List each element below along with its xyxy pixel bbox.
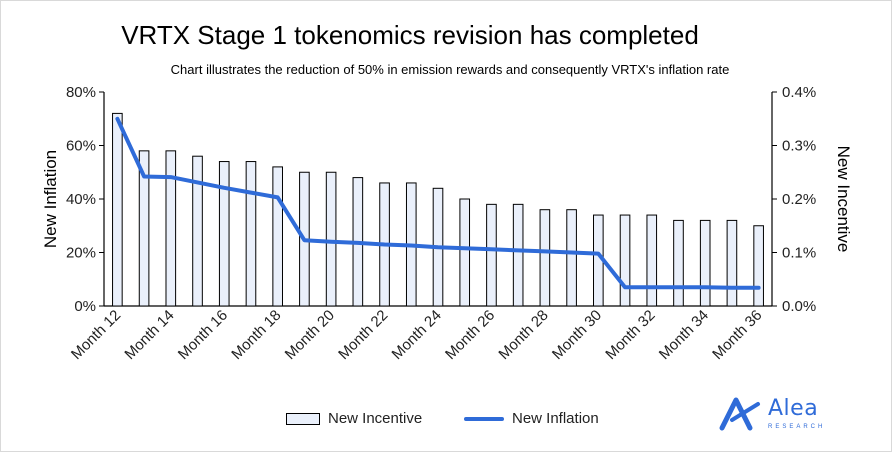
legend: New Incentive New Inflation (0, 410, 892, 432)
bar-new-incentive (673, 219, 684, 307)
x-tick-label: Month 28 (495, 307, 551, 363)
alea-logo-wordmark: Alea (768, 396, 819, 421)
bar-new-incentive (459, 198, 471, 307)
y-left-tick-label: 60% (66, 138, 96, 155)
y-axis-right-title: New Incentive (834, 146, 853, 253)
legend-label-new-inflation: New Inflation (512, 410, 599, 427)
bar-new-incentive (619, 214, 631, 307)
x-tick-label: Month 36 (709, 307, 765, 363)
y-right-tick-label: 0.3% (782, 138, 816, 155)
y-left-tick-label: 0% (74, 298, 96, 315)
alea-logo: Alea RESEARCH (718, 396, 858, 436)
legend-item-new-inflation: New Inflation (464, 410, 599, 427)
bar-new-incentive (486, 203, 497, 307)
legend-label-new-incentive: New Incentive (328, 410, 423, 427)
y-right-tick-label: 0.2% (782, 191, 816, 208)
y-left-tick-label: 40% (66, 191, 96, 208)
bar-new-incentive (245, 161, 257, 307)
alea-logo-icon (719, 397, 760, 431)
legend-line-swatch (464, 416, 504, 421)
x-tick-label: Month 32 (602, 307, 658, 363)
x-tick-label: Month 26 (442, 307, 498, 363)
x-tick-label: Month 20 (282, 307, 338, 363)
chart-subtitle: Chart illustrates the reduction of 50% i… (170, 62, 730, 77)
bar-new-incentive (165, 150, 177, 307)
bar-new-incentive (699, 219, 711, 307)
bar-new-incentive (566, 209, 577, 307)
y-right-tick-label: 0.4% (782, 84, 816, 101)
bar-new-incentive (325, 171, 337, 307)
bar-new-incentive (272, 166, 283, 307)
x-tick-label: Month 14 (121, 307, 177, 363)
bar-new-incentive (726, 219, 738, 307)
bar-new-incentive (218, 161, 230, 307)
bar-new-incentive (512, 203, 524, 307)
y-right-tick-label: 0.0% (782, 298, 816, 315)
x-tick-label: Month 16 (175, 307, 231, 363)
bar-new-incentive (192, 155, 203, 307)
legend-bar-swatch (286, 412, 320, 425)
y-left-tick-label: 20% (66, 245, 96, 262)
bar-new-incentive (539, 209, 551, 307)
alea-logo-tagline: RESEARCH (768, 424, 826, 430)
x-tick-label: Month 12 (68, 307, 124, 363)
x-tick-label: Month 22 (335, 307, 391, 363)
chart-title: VRTX Stage 1 tokenomics revision has com… (121, 20, 699, 50)
legend-item-new-incentive: New Incentive (286, 410, 422, 427)
bar-new-incentive (646, 214, 658, 307)
x-tick-label: Month 30 (549, 307, 605, 363)
x-tick-label: Month 18 (228, 307, 284, 363)
x-tick-label: Month 24 (389, 307, 445, 363)
bar-new-incentive (753, 225, 764, 307)
line-new-inflation (115, 116, 761, 290)
y-left-tick-label: 80% (66, 84, 96, 101)
bar-new-incentive (138, 150, 150, 307)
bar-new-incentive (112, 112, 123, 307)
x-tick-label: Month 34 (656, 307, 712, 363)
y-right-tick-label: 0.1% (782, 245, 816, 262)
y-axis-left-title: New Inflation (41, 150, 60, 248)
